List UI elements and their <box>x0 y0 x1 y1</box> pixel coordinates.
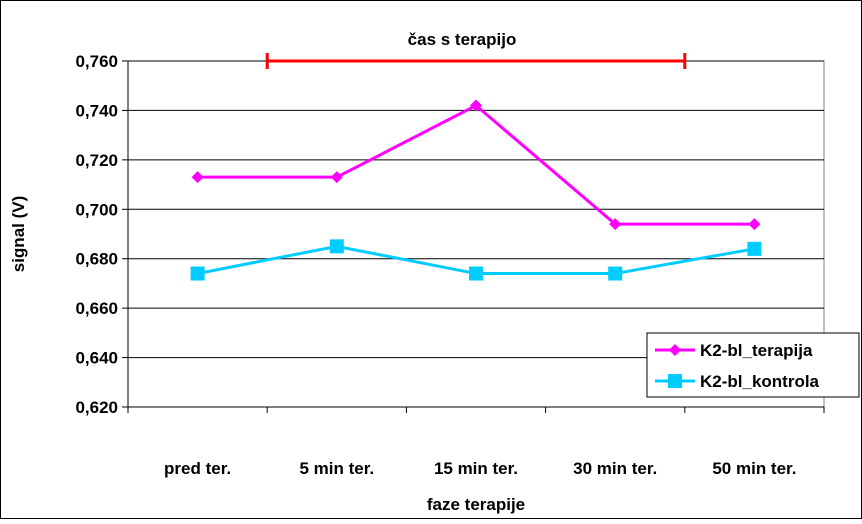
y-tick-label: 0,680 <box>75 250 118 269</box>
x-tick-label: 30 min ter. <box>573 459 657 478</box>
y-tick-label: 0,720 <box>75 151 118 170</box>
series-layer <box>190 99 762 281</box>
y-tick-label: 0,620 <box>75 398 118 417</box>
y-tick-label: 0,760 <box>75 52 118 71</box>
y-axis-label: signal (V) <box>9 196 28 273</box>
legend-label: K2-bl_kontrola <box>700 372 820 391</box>
legend-marker <box>669 344 681 356</box>
series-1-point <box>329 239 344 254</box>
y-tick-label: 0,660 <box>75 299 118 318</box>
x-tick-label: 5 min ter. <box>299 459 374 478</box>
series-1-point <box>608 266 623 281</box>
annotation-layer: čas s terapijo <box>265 30 687 69</box>
series-1-point <box>190 266 205 281</box>
gridlines <box>128 60 824 359</box>
y-tick-label: 0,700 <box>75 200 118 219</box>
series-0-point <box>609 218 622 231</box>
series-1-point <box>747 241 762 256</box>
legend-marker <box>668 374 682 388</box>
legend: K2-bl_terapija K2-bl_kontrola <box>646 332 860 398</box>
series-0-point <box>470 99 482 112</box>
y-tick-label: 0,640 <box>75 349 118 368</box>
series-1-point <box>469 266 483 281</box>
series-0-point <box>330 171 343 184</box>
legend-label: K2-bl_terapija <box>700 341 813 360</box>
y-tick-label: 0,740 <box>75 101 118 120</box>
x-tick-label: 15 min ter. <box>434 459 518 478</box>
annotation-label: čas s terapijo <box>408 30 517 49</box>
x-axis-label: faze terapije <box>427 495 525 514</box>
x-tick-label: pred ter. <box>164 459 231 478</box>
x-tick-label: 50 min ter. <box>712 459 796 478</box>
legend-box <box>646 332 860 398</box>
series-0-point <box>748 218 761 231</box>
axes: 0,620 0,640 0,660 0,680 0,700 0,720 0,740 0,760… <box>75 52 825 478</box>
series-0-point <box>191 171 204 184</box>
